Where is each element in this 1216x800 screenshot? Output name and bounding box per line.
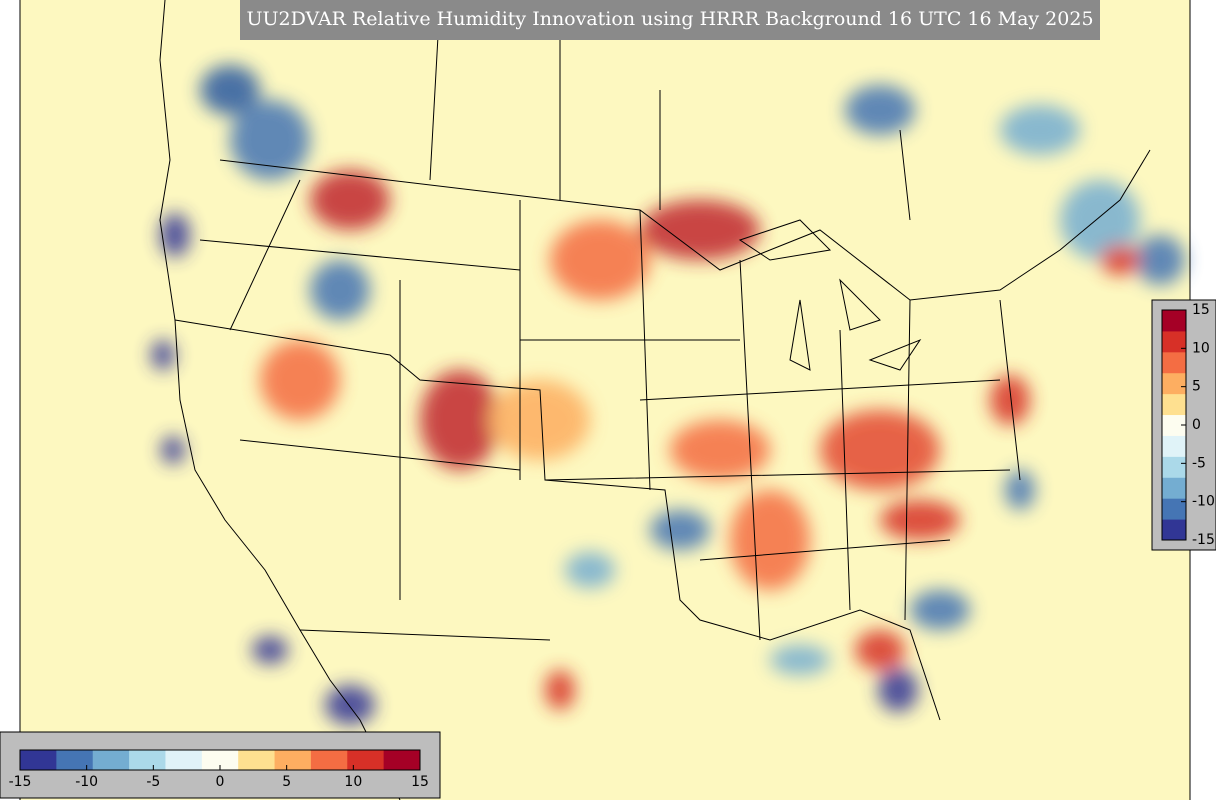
boundaries [159, 0, 1151, 800]
tick-label: 0 [216, 774, 225, 790]
colorbar-segment [347, 750, 385, 770]
humidity-field [151, 65, 1185, 725]
colorbar-segment [1162, 456, 1186, 478]
title-box [240, 0, 1100, 40]
colorbar-right: 15 10 5 0 -5 -10 -15 [1161, 302, 1215, 548]
colorbar-bottom: -15 -10 -5 0 5 10 15 [9, 749, 429, 790]
colorbar-segment [201, 750, 239, 770]
colorbar-segment [20, 750, 57, 770]
tick-label: 5 [282, 774, 291, 790]
tick-label: 10 [344, 774, 362, 790]
colorbar-segment [92, 750, 130, 770]
colorbar-segment [165, 750, 203, 770]
tick-label: -10 [75, 774, 98, 790]
colorbar-segment [238, 750, 276, 770]
tick-label: 15 [411, 774, 429, 790]
tick-label: 0 [1192, 417, 1201, 433]
tick-label: 10 [1192, 340, 1210, 356]
colorbar-segment [1162, 351, 1186, 374]
tick-label: -15 [1192, 532, 1215, 548]
colorbar-segment [1162, 519, 1186, 541]
tick-label: -5 [1192, 455, 1206, 471]
colorbar-segment [1162, 372, 1186, 395]
colorbar-segment [1162, 393, 1186, 416]
colorbar-segment [1162, 477, 1186, 499]
tick-label: -10 [1192, 494, 1215, 510]
colorbar-segment [56, 750, 94, 770]
title: UU2DVAR Relative Humidity Innovation usi… [246, 8, 1093, 30]
colorbar-segment [274, 750, 312, 770]
colorbar-segment [310, 750, 348, 770]
tick-label: 15 [1192, 302, 1210, 318]
tick-label: -5 [146, 774, 160, 790]
colorbar-segment [383, 750, 421, 770]
colorbar-segment [1162, 435, 1186, 457]
colorbar-segment [1162, 414, 1186, 436]
colorbar-segment [129, 750, 166, 770]
colorbar-segment [1162, 310, 1186, 332]
colorbar-segment [1162, 498, 1186, 520]
tick-label: -15 [9, 774, 32, 790]
tick-label: 5 [1192, 379, 1201, 395]
colorbar-segment [1162, 330, 1186, 353]
